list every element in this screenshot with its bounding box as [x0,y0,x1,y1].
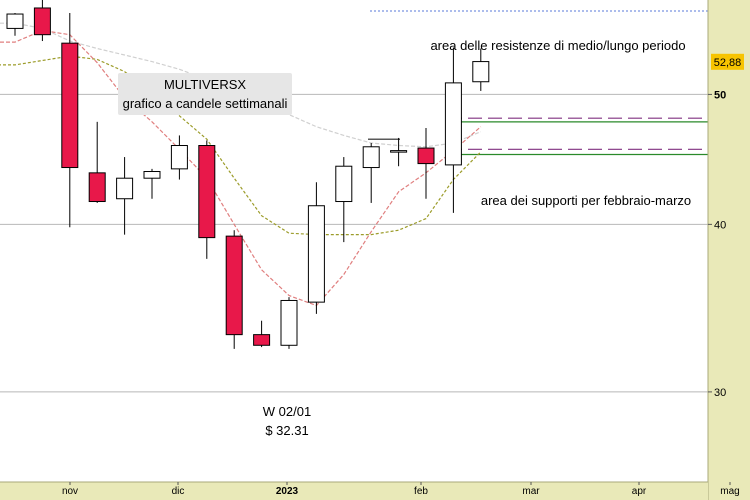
x-tick-label: 2023 [276,486,299,497]
chart-title: MULTIVERSX [164,77,246,92]
candle-body-bullish [390,150,408,153]
candle-body-bearish [198,145,216,239]
candle [280,297,298,349]
candle [6,13,24,36]
candle-body-bearish [417,147,435,165]
low-annotation-week: W 02/01 [263,404,311,419]
candle [170,135,188,180]
candle-body-bearish [61,42,79,169]
candle-body-bullish [472,61,490,83]
x-tick-label: feb [414,486,428,497]
title-box-bg [118,73,292,115]
candle [116,157,134,235]
y-tick-label: 30 [714,387,726,399]
candle [472,48,490,91]
x-tick-label: dic [172,486,185,497]
candle [444,47,462,213]
low-annotation-price: $ 32.31 [265,423,308,438]
candle-body-bearish [33,7,51,36]
candle [143,168,161,199]
candle-body-bullish [6,13,24,29]
candle-body-bullish [362,146,380,169]
support-label-bg [478,190,696,209]
x-tick-label: mar [522,486,540,497]
resistance-label: area delle resistenze di medio/lungo per… [430,38,685,53]
candle [88,121,106,203]
candle [225,230,243,349]
x-tick-label: nov [62,486,78,497]
candle-body-bullish [444,82,462,166]
title-box: MULTIVERSX grafico a candele settimanali [118,73,292,115]
candle [307,182,325,314]
candle-body-bearish [88,172,106,203]
candle [253,320,271,348]
support-lines [368,117,708,156]
candle [390,137,408,167]
last-price-label: 52,88 [714,57,742,69]
candle-body-bullish [307,205,325,303]
candle-body-bullish [170,145,188,170]
candle-body-bearish [253,334,271,346]
candle-body-bullish [280,299,298,346]
candle-body-bearish [225,235,243,336]
y-tick-label: 50 [714,89,726,101]
plot-area [0,0,708,482]
candle-body-bullish [116,177,134,200]
last-price-tag [711,53,744,70]
support-label-box: area dei supporti per febbraio-marzo [478,190,696,209]
candle [335,157,353,243]
y-axis-panel [708,0,750,500]
candle [61,13,79,228]
y-axis: 3040506052,88 [707,0,750,500]
candle [33,0,51,42]
y-tick-label: 40 [714,219,726,231]
candles [6,0,490,349]
x-axis-panel [0,482,708,500]
x-tick-label: apr [632,486,647,497]
candle [198,140,216,259]
support-label: area dei supporti per febbraio-marzo [481,193,691,208]
candle [362,142,380,203]
candle-body-bullish [143,171,161,179]
resistance-lines [370,10,708,12]
x-axis: nov dic 2023 feb mar apr mag [0,481,740,500]
candle [417,127,435,199]
candle-body-bullish [335,165,353,203]
x-tick-label: mag [720,486,739,497]
chart-subtitle: grafico a candele settimanali [123,96,288,111]
